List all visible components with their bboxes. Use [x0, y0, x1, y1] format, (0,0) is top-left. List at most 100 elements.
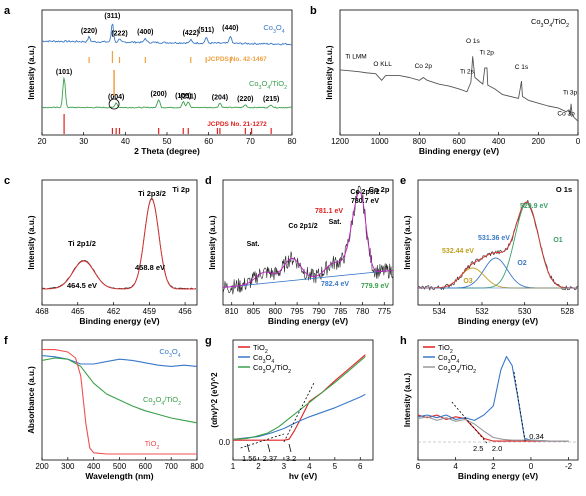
component-value: 531.36 eV — [478, 235, 510, 242]
peak-label: (105) — [175, 93, 191, 100]
x-tick-label: 790 — [312, 307, 326, 316]
peak-label: (004) — [108, 94, 124, 101]
x-tick-label: 456 — [178, 307, 192, 316]
x-tick-label: 805 — [247, 307, 261, 316]
x-tick-label: 1 — [231, 462, 236, 471]
y-axis-label: Intensity (a.u.) — [27, 215, 36, 270]
plot-title: Co 2p — [369, 185, 390, 194]
x-tick-label: 534 — [433, 307, 447, 316]
y-axis-label: Intensity (a.u.) — [325, 45, 334, 100]
x-tick-label: 462 — [107, 307, 121, 316]
series-name-co3o4: Co3O4 — [263, 23, 284, 35]
peak-label: Sat. — [247, 241, 260, 248]
series-line — [232, 393, 366, 440]
bandgap-annotation: 3.2 — [286, 454, 296, 463]
series-line — [41, 357, 198, 424]
bandgap-annotation: 2.37 — [263, 454, 278, 463]
component-name: O3 — [463, 278, 472, 285]
x-tick-label: 0 — [529, 462, 534, 471]
x-tick-label: 468 — [35, 307, 49, 316]
x-tick-label: 795 — [290, 307, 304, 316]
x-axis-label: Wavelength (nm) — [85, 471, 153, 481]
x-tick-label: 60 — [204, 137, 213, 146]
peak-annotation: Ti 2s — [460, 69, 475, 76]
legend-label: Co3O4 — [253, 353, 274, 365]
series-line-co3o4-tio2 — [41, 77, 293, 109]
x-tick-label: 2 — [491, 462, 496, 471]
peak-label: (440) — [222, 25, 238, 32]
arrow — [267, 443, 271, 453]
plot-title: Ti 2p — [172, 185, 190, 194]
x-tick-label: 200 — [532, 137, 546, 146]
peak-annotation: O KLL — [373, 61, 392, 68]
peak-label: Co 2p1/2 — [288, 223, 317, 230]
peak-value: 464.5 eV — [67, 281, 97, 290]
x-tick-label: 4 — [453, 462, 458, 471]
series-line-fit — [222, 191, 394, 288]
x-tick-label: 775 — [378, 307, 392, 316]
peak-label: (400) — [137, 29, 153, 36]
x-tick-label: 300 — [61, 462, 75, 471]
x-tick-label: 600 — [452, 137, 466, 146]
panel-letter: c — [4, 175, 10, 187]
x-tick-label: 700 — [164, 462, 178, 471]
x-tick-label: 785 — [334, 307, 348, 316]
x-tick-label: 40 — [121, 137, 130, 146]
x-axis-label: hv (eV) — [289, 471, 318, 481]
peak-label: (215) — [263, 96, 279, 103]
x-tick-label: 3 — [282, 462, 287, 471]
x-tick-label: 1200 — [331, 137, 349, 146]
tangent-line — [283, 381, 315, 443]
x-tick-label: 800 — [413, 137, 427, 146]
peak-label: (101) — [56, 69, 72, 76]
series-name-co3o4-tio2: Co3O4/TiO2 — [249, 79, 287, 91]
plot-title: Co3O4/TiO2 — [531, 17, 569, 29]
x-tick-label: 465 — [71, 307, 85, 316]
x-tick-label: 0 — [576, 137, 581, 146]
peak-annotation: 782.4 eV — [321, 281, 349, 288]
vb-annotation: 0.34 — [529, 432, 544, 441]
peak-annotation: Co 2p — [415, 63, 433, 70]
y-axis-label: Intensity (a.u.) — [208, 215, 217, 270]
plot-title: O 1s — [556, 185, 572, 194]
peak-label: (511) — [198, 27, 214, 34]
x-tick-label: -2 — [565, 462, 573, 471]
peak-label: (220) — [237, 96, 253, 103]
component-name: O2 — [517, 260, 526, 267]
peak-value: 780.7 eV — [351, 198, 379, 205]
series-name: TiO2 — [145, 439, 160, 451]
y-axis-label: Intensity (a.u.) — [27, 45, 36, 100]
x-tick-label: 780 — [356, 307, 370, 316]
x-tick-label: 80 — [288, 137, 297, 146]
x-tick-label: 459 — [143, 307, 157, 316]
panel-letter: e — [400, 175, 406, 187]
series-line — [42, 349, 197, 455]
series-line — [417, 355, 569, 442]
peak-label: Ti 2p1/2 — [68, 239, 96, 248]
legend-label: TiO2 — [438, 343, 453, 355]
y-axis-label: Absorbance (a.u.) — [27, 366, 36, 434]
y-tick-label: 0.0 — [219, 438, 231, 447]
x-tick-label: 4 — [307, 462, 312, 471]
x-tick-label: 400 — [87, 462, 101, 471]
x-axis-label: Binding energy (eV) — [458, 471, 538, 481]
arrow — [288, 443, 292, 453]
tangent-line — [240, 433, 285, 449]
peak-value: 458.8 eV — [135, 263, 165, 272]
panel-letter: b — [310, 5, 317, 17]
legend-label: Co3O4 — [438, 353, 459, 365]
plot-frame — [41, 179, 198, 306]
arrow — [246, 443, 250, 453]
peak-annotation: Ti LMM — [345, 53, 366, 60]
series-line — [232, 356, 366, 440]
panel-letter: a — [4, 5, 11, 17]
x-tick-label: 800 — [190, 462, 204, 471]
bandgap-annotation: 1.56 — [242, 454, 257, 463]
peak-label: Ti 2p3/2 — [138, 189, 166, 198]
peak-label: (220) — [81, 28, 97, 35]
x-tick-label: 600 — [139, 462, 153, 471]
peak-label: (222) — [111, 31, 127, 38]
x-tick-label: 810 — [225, 307, 239, 316]
peak-label: (422) — [183, 30, 199, 37]
